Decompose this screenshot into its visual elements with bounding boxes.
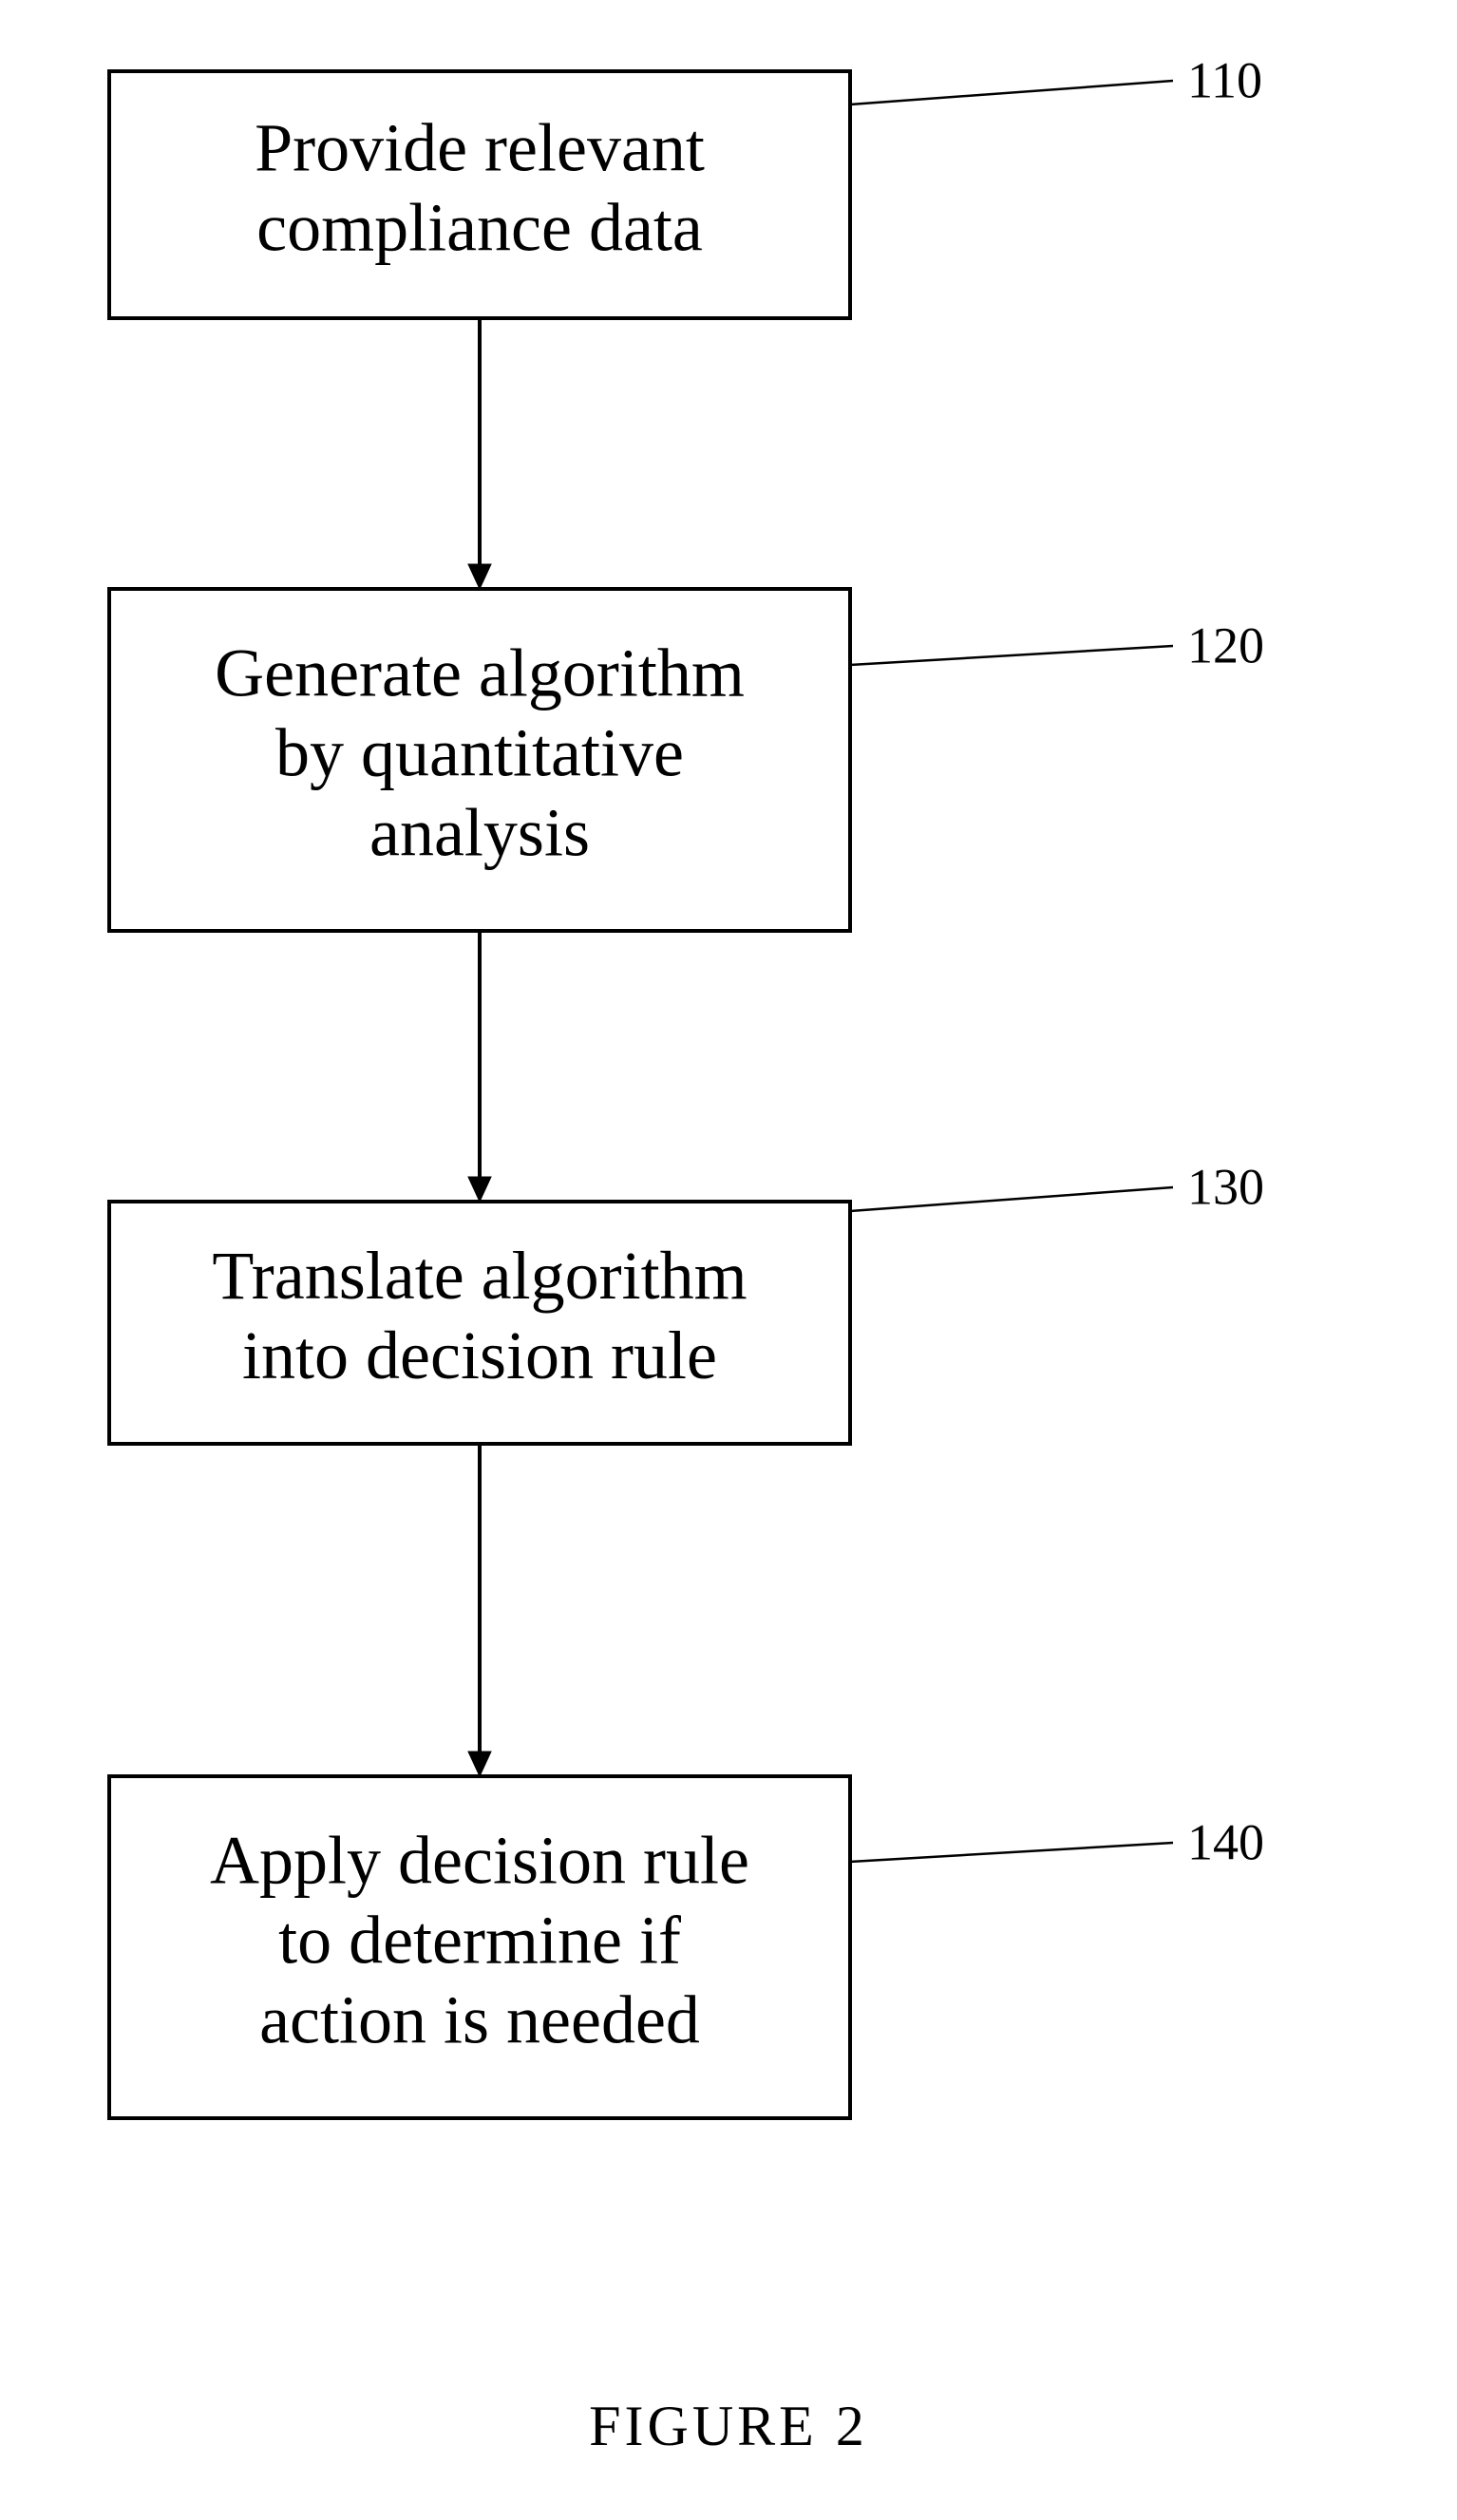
reference-number: 130	[1187, 1158, 1264, 1215]
flow-box-text: Apply decision rule	[210, 1823, 749, 1899]
leader-line	[850, 81, 1173, 104]
leader-line	[850, 1843, 1173, 1862]
figure-caption: FIGURE 2	[589, 2395, 868, 2457]
flow-box-text: Generate algorithm	[215, 635, 745, 711]
flow-box-text: action is needed	[259, 1982, 700, 2058]
arrowhead-icon	[468, 1177, 491, 1202]
flow-box-text: into decision rule	[242, 1317, 717, 1393]
arrowhead-icon	[468, 564, 491, 589]
flow-box-text: by quantitative	[275, 715, 684, 791]
reference-number: 140	[1187, 1813, 1264, 1870]
flow-box-text: Provide relevant	[255, 110, 705, 186]
leader-line	[850, 1187, 1173, 1211]
arrowhead-icon	[468, 1752, 491, 1776]
flow-box-text: Translate algorithm	[212, 1238, 747, 1314]
flow-box-text: analysis	[369, 795, 590, 871]
reference-number: 120	[1187, 616, 1264, 673]
leader-line	[850, 646, 1173, 665]
reference-number: 110	[1187, 51, 1262, 108]
flow-box-text: compliance data	[256, 190, 703, 266]
flow-box-text: to determine if	[278, 1903, 681, 1979]
